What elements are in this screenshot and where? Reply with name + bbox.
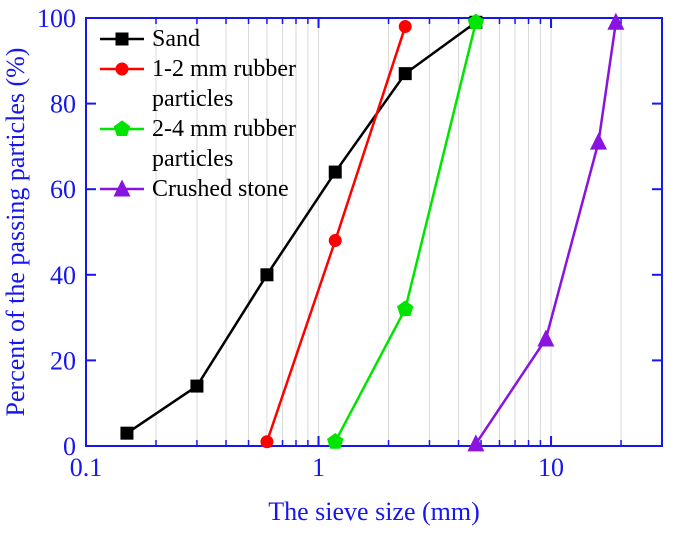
svg-text:60: 60 — [50, 175, 76, 204]
svg-text:10: 10 — [538, 453, 564, 482]
svg-text:80: 80 — [50, 90, 76, 119]
sieve-chart: 0.1110020406080100The sieve size (mm)Per… — [0, 0, 685, 534]
svg-text:20: 20 — [50, 346, 76, 375]
svg-text:Crushed stone: Crushed stone — [152, 176, 289, 202]
svg-text:40: 40 — [50, 261, 76, 290]
svg-text:1: 1 — [312, 453, 325, 482]
x-axis-label: The sieve size (mm) — [268, 497, 480, 526]
svg-text:particles: particles — [152, 146, 233, 172]
svg-text:0: 0 — [63, 432, 76, 461]
svg-text:Sand: Sand — [152, 26, 200, 52]
svg-text:2-4 mm rubber: 2-4 mm rubber — [152, 116, 296, 142]
svg-text:1-2 mm rubber: 1-2 mm rubber — [152, 56, 296, 82]
svg-text:100: 100 — [37, 4, 76, 33]
svg-text:particles: particles — [152, 86, 233, 112]
y-axis-label: Percent of the passing particles (%) — [1, 48, 30, 417]
